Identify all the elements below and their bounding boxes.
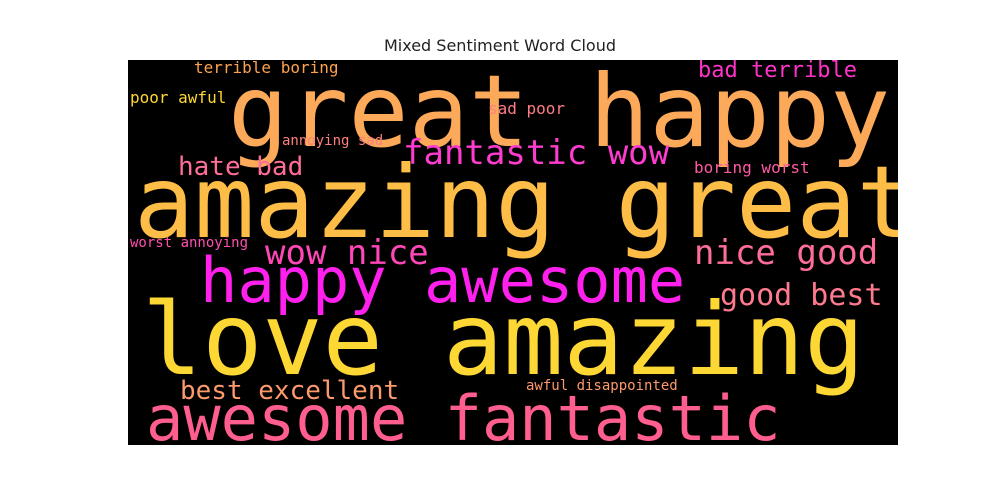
word-hate-bad: hate bad [178, 152, 304, 182]
word-cloud: great happy amazing great love amazing happ… [128, 60, 898, 445]
word-annoying-sad: annoying sad [282, 133, 384, 149]
word-poor-awful: poor awful [130, 88, 227, 107]
word-worst-annoying: worst annoying [130, 235, 249, 251]
word-terrible-boring: terrible boring [194, 60, 339, 77]
word-fantastic-wow: fantastic wow [403, 133, 670, 173]
chart-title: Mixed Sentiment Word Cloud [383, 36, 616, 55]
word-great-happy: great happy [228, 60, 891, 170]
word-awful-disappointed: awful disappointed [526, 378, 678, 394]
word-amazing-great: amazing great [134, 144, 898, 261]
word-happy-awesome: happy awesome [200, 244, 686, 317]
word-boring-worst: boring worst [694, 158, 810, 177]
word-best-excellent: best excellent [180, 376, 400, 406]
word-wow-nice: wow nice [265, 233, 429, 273]
word-love-amazing: love amazing [142, 281, 865, 398]
word-nice-good: nice good [694, 233, 879, 273]
word-awesome-fantastic: awesome fantastic [146, 382, 781, 446]
word-sad-poor: sad poor [488, 99, 566, 118]
word-good-best: good best [720, 278, 883, 313]
word-bad-terrible: bad terrible [698, 60, 857, 83]
